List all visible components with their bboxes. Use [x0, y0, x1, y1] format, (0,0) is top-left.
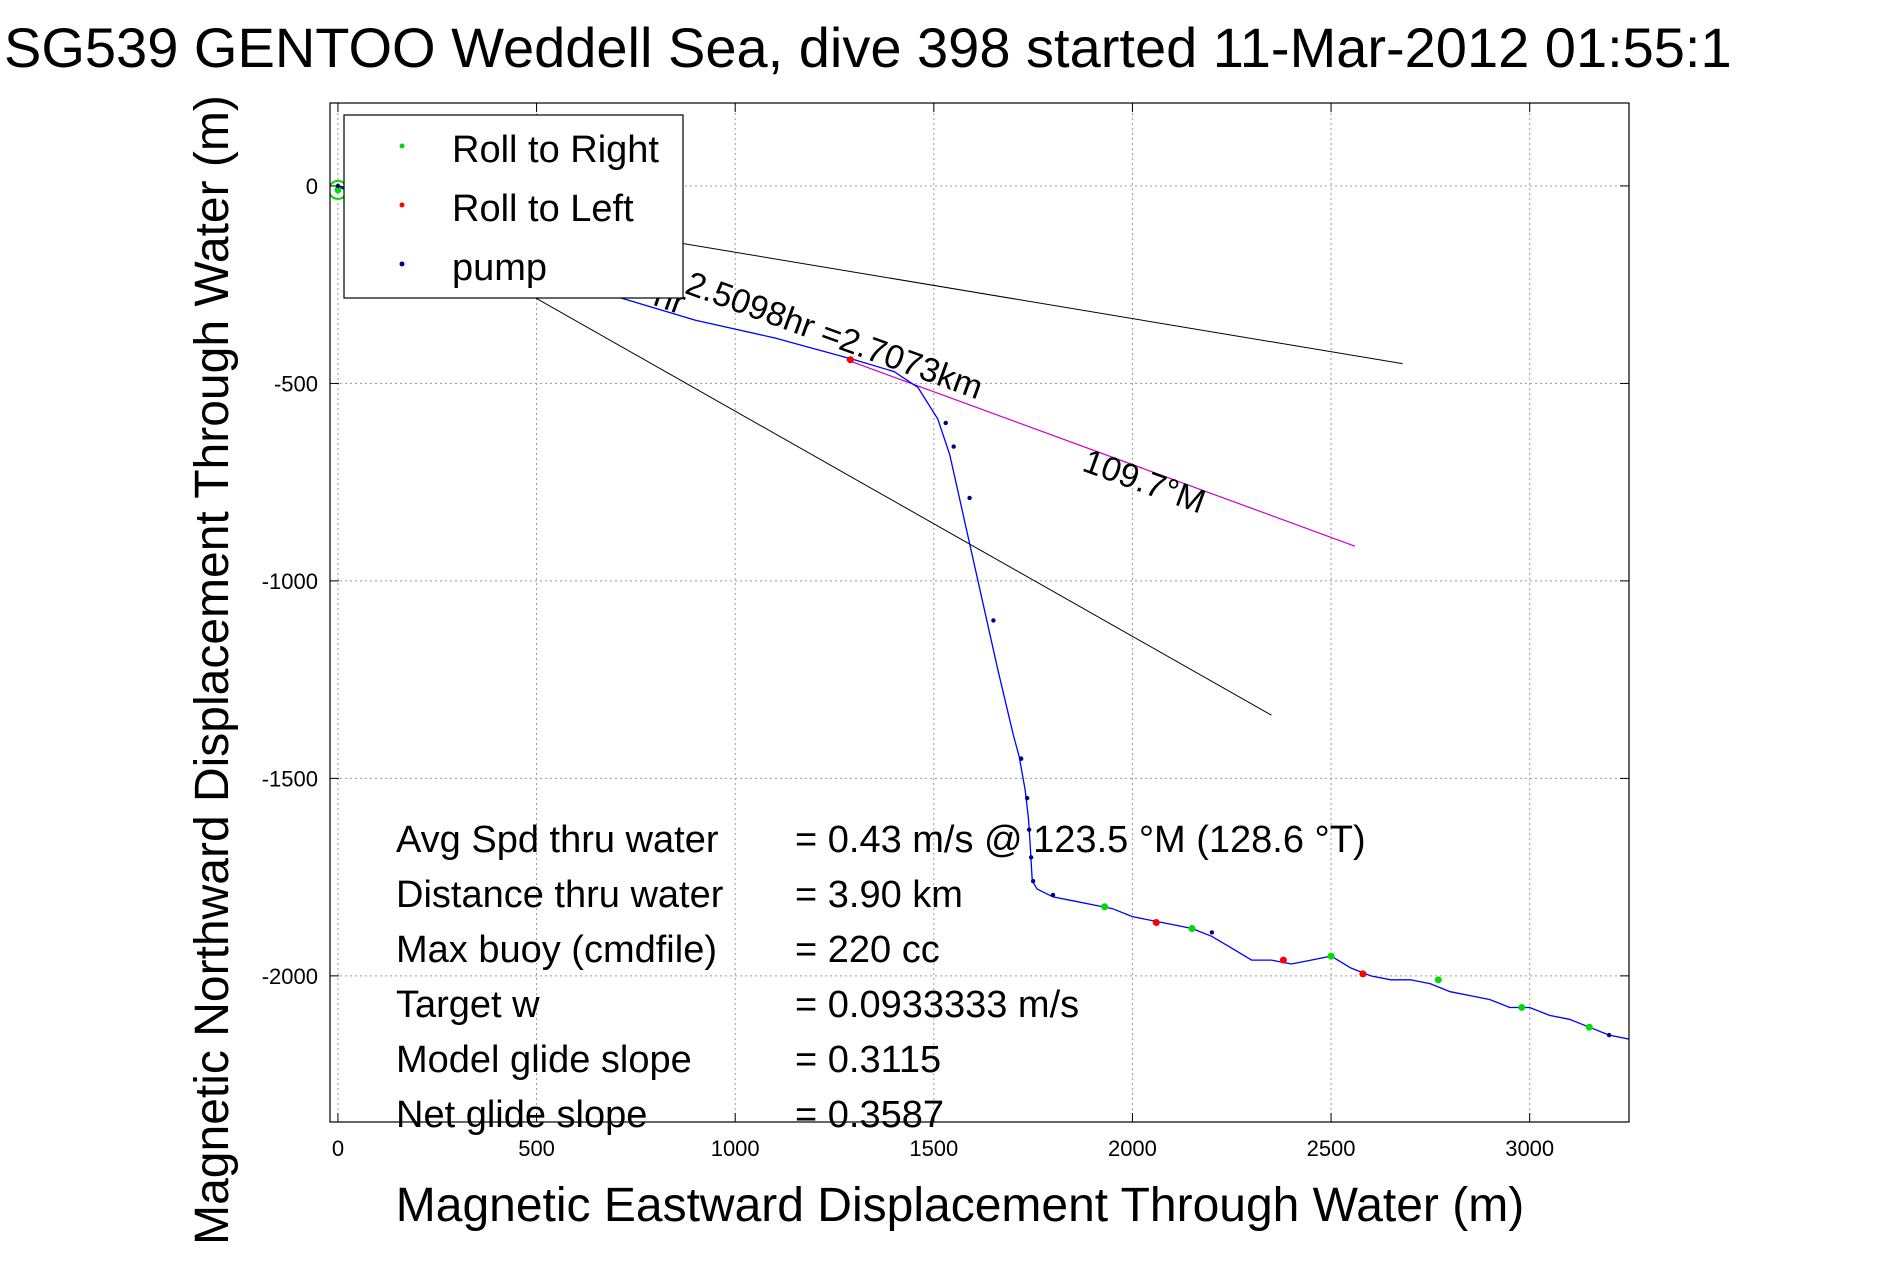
stat-label: Avg Spd thru water: [396, 819, 719, 861]
heading-line-segment: [846, 359, 1356, 547]
stat-label: Max buoy (cmdfile): [396, 929, 717, 971]
chart-title: SG539 GENTOO Weddell Sea, dive 398 start…: [4, 16, 1732, 79]
roll-right-point: [1518, 1003, 1526, 1011]
pump-point: [1050, 892, 1056, 898]
x-tick-label: 0: [332, 1136, 344, 1161]
roll-left-point: [1152, 919, 1160, 927]
marker-series: [330, 179, 1612, 1038]
roll-left-point: [846, 356, 854, 364]
roll-right-point: [1585, 1023, 1593, 1031]
x-tick-label: 1000: [711, 1136, 760, 1161]
x-tick-label: 2500: [1307, 1136, 1356, 1161]
y-tick-label: -1000: [262, 569, 318, 594]
pump-point: [1024, 795, 1030, 801]
pump-point: [1026, 827, 1032, 832]
roll-left-point: [1279, 956, 1287, 964]
roll-right-point: [334, 186, 342, 194]
pump-point: [951, 444, 956, 449]
x-tick-label: 500: [518, 1136, 555, 1161]
pump-point: [1019, 756, 1024, 761]
stat-value: = 3.90 km: [795, 874, 963, 916]
pump-point: [967, 495, 972, 501]
y-tick-label: -2000: [262, 964, 318, 989]
roll-right-point: [1434, 976, 1442, 984]
legend-label: Roll to Left: [452, 188, 634, 230]
pump-point: [943, 420, 948, 426]
stat-label: Target w: [396, 984, 540, 1026]
stat-value: = 0.3115: [795, 1039, 941, 1081]
axis-ticks: 0 500 1000 1500 2000 2500 3000 0 -500 -1000 -1500 -…: [262, 103, 1629, 1161]
track-series: [337, 185, 1629, 1040]
x-axis-label: Magnetic Eastward Displacement Through W…: [396, 1179, 1524, 1232]
stat-value: = 220 cc: [795, 929, 940, 971]
stats-block: Avg Spd thru water = 0.43 m/s @ 123.5 °M …: [396, 819, 1366, 1136]
y-axis-label: Magnetic Northward Displacement Through …: [186, 95, 239, 1245]
roll-right-point: [1188, 924, 1196, 932]
annotation-label: 2.5098hr =2.7073km: [681, 264, 988, 407]
y-tick-label: -1500: [262, 766, 318, 791]
pump-point: [991, 618, 996, 623]
stat-value: = 0.43 m/s @ 123.5 °M (128.6 °T): [795, 819, 1366, 861]
plot-frame: [329, 102, 1630, 1123]
roll-left-point: [1359, 970, 1367, 978]
y-tick-label: 0: [306, 174, 318, 199]
legend-label: Roll to Right: [452, 129, 659, 171]
stat-value: = 0.0933333 m/s: [795, 984, 1079, 1026]
stat-label: Net glide slope: [396, 1094, 647, 1136]
annotation-label: 109.7°M: [1078, 442, 1210, 521]
legend-marker: [399, 202, 405, 208]
legend-marker: [399, 261, 405, 267]
y-tick-label: -500: [274, 371, 318, 396]
pump-point: [1028, 855, 1034, 860]
stat-value: = 0.3587: [795, 1094, 944, 1136]
stat-label: Model glide slope: [396, 1039, 692, 1081]
roll-right-point: [1327, 952, 1335, 960]
legend-marker: [399, 143, 405, 149]
x-tick-label: 1500: [909, 1136, 958, 1161]
x-tick-label: 3000: [1505, 1136, 1554, 1161]
track-line: [337, 185, 1629, 1040]
roll-right-point: [1101, 903, 1109, 911]
legend: Roll to Right Roll to Left pump: [343, 114, 684, 299]
heading-line: [846, 359, 1356, 547]
legend-label: pump: [452, 247, 547, 289]
stat-label: Distance thru water: [396, 874, 724, 916]
x-tick-label: 2000: [1108, 1136, 1157, 1161]
pump-point: [1030, 878, 1036, 884]
pump-point: [1606, 1032, 1612, 1038]
pump-point: [1209, 930, 1215, 935]
